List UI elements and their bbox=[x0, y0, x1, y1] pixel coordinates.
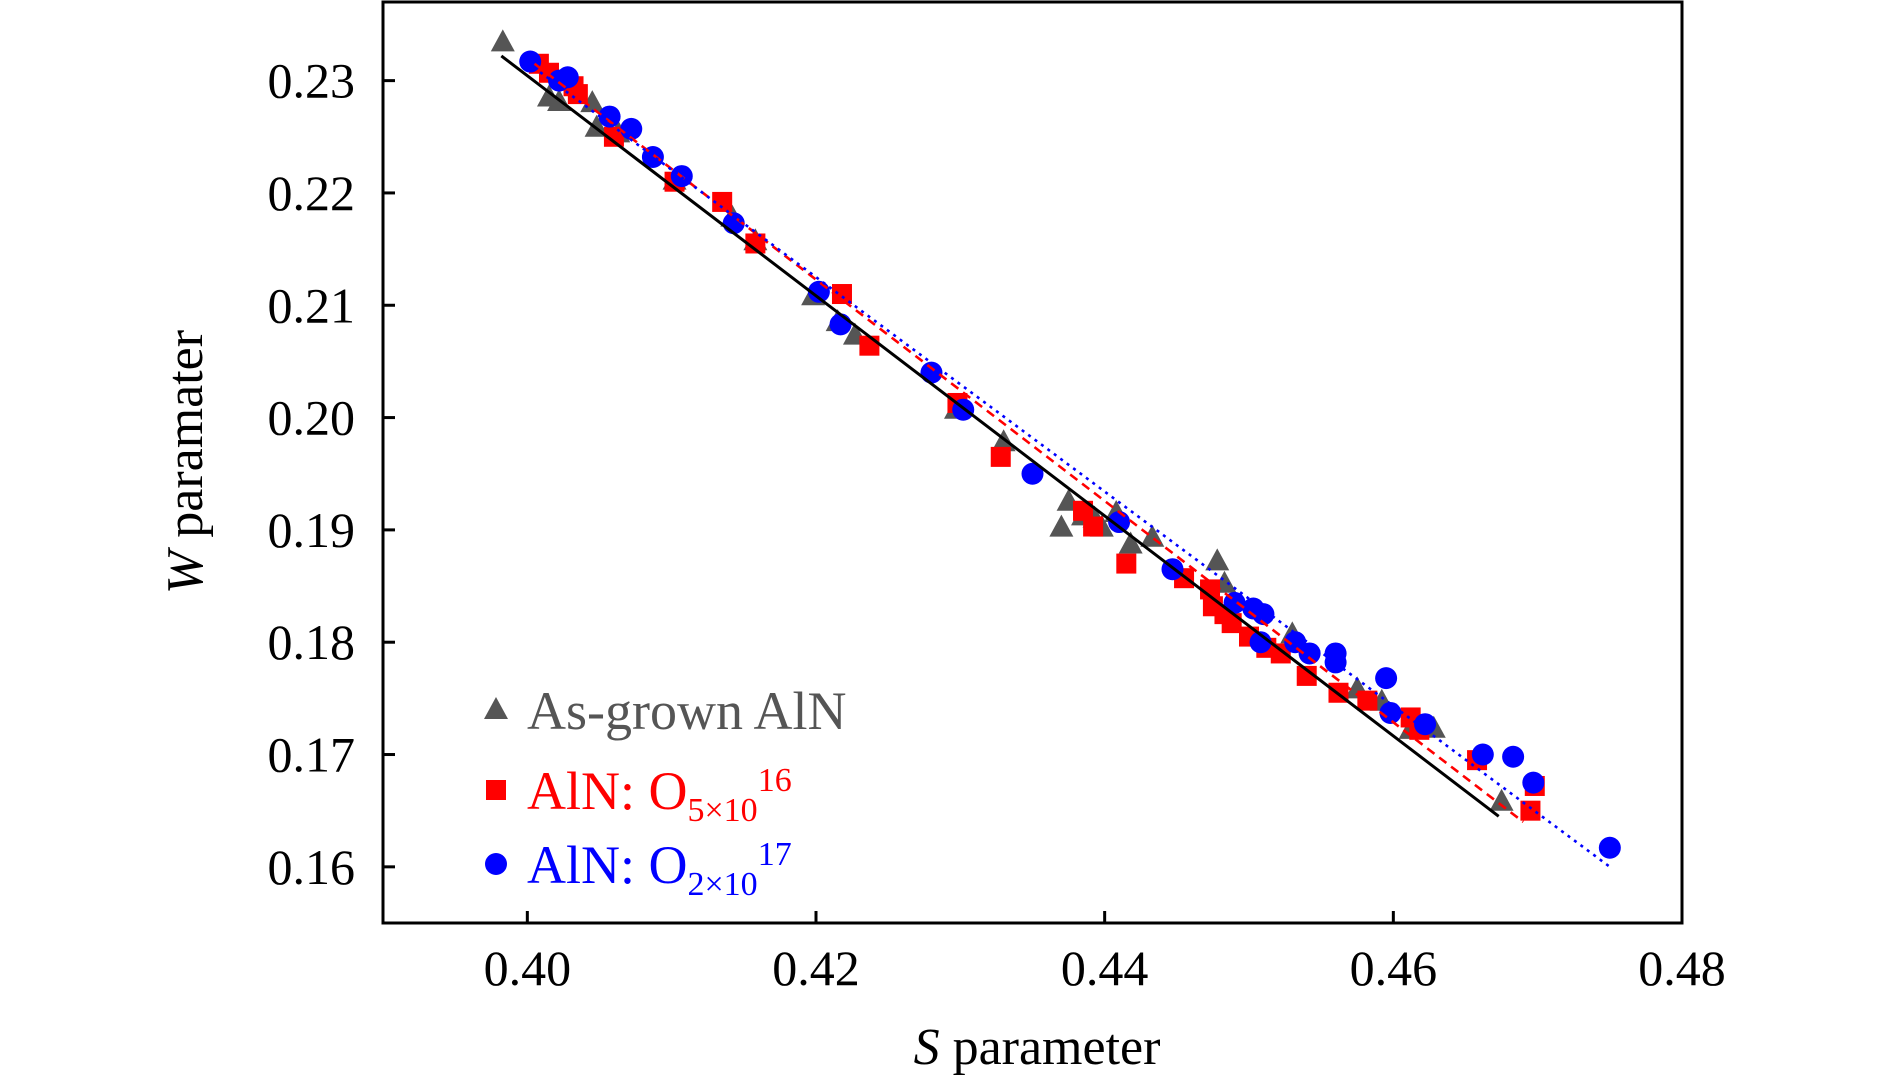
y-tick-label: 0.17 bbox=[268, 727, 356, 783]
data-point bbox=[990, 446, 1011, 467]
x-tick-label: 0.46 bbox=[1350, 940, 1438, 996]
data-point bbox=[490, 29, 515, 52]
y-tick-label: 0.23 bbox=[268, 53, 356, 109]
legend-label: AlN: O5×1016 bbox=[527, 761, 792, 829]
fit-line-dotted bbox=[526, 61, 1611, 868]
data-point bbox=[1118, 531, 1143, 554]
plot-frame bbox=[381, 0, 1684, 925]
legend-marker bbox=[484, 697, 508, 719]
data-point bbox=[1083, 516, 1104, 537]
data-point bbox=[831, 284, 852, 305]
fit-line-dashed bbox=[533, 62, 1525, 823]
data-point bbox=[1520, 800, 1541, 821]
x-tick-label: 0.40 bbox=[484, 940, 572, 996]
data-point bbox=[1249, 631, 1272, 654]
legend-label: AlN: O2×1017 bbox=[527, 835, 792, 903]
x-tick-label: 0.48 bbox=[1638, 940, 1726, 996]
data-point bbox=[519, 50, 542, 73]
y-tick-label: 0.22 bbox=[268, 165, 356, 221]
data-point bbox=[567, 84, 588, 105]
legend-label-subscript: 5×10 bbox=[688, 792, 758, 829]
x-axis-label-rest: parameter bbox=[940, 1019, 1161, 1076]
data-point bbox=[1205, 548, 1230, 571]
y-axis-ticks: 0.16 0.17 0.18 0.19 0.20 0.21 0.22 0.23 bbox=[268, 53, 395, 895]
y-tick-label: 0.16 bbox=[268, 839, 356, 895]
data-point bbox=[1270, 643, 1291, 664]
x-axis-ticks: 0.40 0.42 0.44 0.46 0.48 bbox=[484, 911, 1726, 996]
data-point bbox=[1049, 514, 1074, 537]
data-point bbox=[712, 191, 733, 212]
x-tick-label: 0.42 bbox=[772, 940, 860, 996]
data-point bbox=[1414, 713, 1437, 736]
data-point bbox=[1522, 771, 1545, 794]
legend-label-main: As-grown AlN bbox=[527, 681, 847, 741]
data-points bbox=[490, 29, 1621, 868]
data-point bbox=[1221, 613, 1242, 634]
data-point bbox=[1489, 788, 1514, 811]
y-tick-label: 0.19 bbox=[268, 502, 356, 558]
data-point bbox=[859, 335, 880, 356]
series-circle-points bbox=[519, 50, 1621, 859]
legend-label-main: AlN: O bbox=[527, 835, 688, 895]
legend-marker bbox=[486, 780, 506, 800]
fit-line-solid bbox=[500, 54, 1500, 818]
legend-label-superscript: 17 bbox=[758, 836, 792, 873]
legend-marker bbox=[485, 853, 507, 875]
legend-label-main: AlN: O bbox=[527, 761, 688, 821]
legend-label: As-grown AlN bbox=[527, 681, 847, 741]
data-point bbox=[1471, 743, 1494, 766]
data-point bbox=[1324, 651, 1347, 674]
x-axis-label-italic: S bbox=[914, 1019, 940, 1076]
data-point bbox=[1116, 553, 1137, 574]
y-tick-label: 0.18 bbox=[268, 614, 356, 670]
data-point bbox=[1598, 836, 1621, 859]
data-point bbox=[920, 361, 943, 384]
data-point bbox=[1021, 462, 1044, 485]
x-tick-label: 0.44 bbox=[1061, 940, 1149, 996]
x-axis-label: S parameter bbox=[914, 1019, 1161, 1076]
data-point bbox=[1252, 603, 1275, 626]
data-point bbox=[598, 105, 621, 128]
y-axis-label-italic: W bbox=[157, 546, 214, 594]
data-point bbox=[1298, 642, 1321, 665]
y-axis-label: W paramater bbox=[157, 330, 214, 594]
data-point bbox=[1375, 667, 1398, 690]
data-point bbox=[1073, 500, 1094, 521]
data-point bbox=[1296, 665, 1317, 686]
data-point bbox=[556, 66, 579, 89]
data-point bbox=[829, 313, 852, 336]
legend-label-subscript: 2×10 bbox=[688, 866, 758, 903]
legend-label-superscript: 16 bbox=[758, 762, 792, 799]
y-tick-label: 0.20 bbox=[268, 390, 356, 446]
y-tick-label: 0.21 bbox=[268, 277, 356, 333]
data-point bbox=[1502, 745, 1525, 768]
y-axis-label-rest: paramater bbox=[157, 330, 214, 551]
